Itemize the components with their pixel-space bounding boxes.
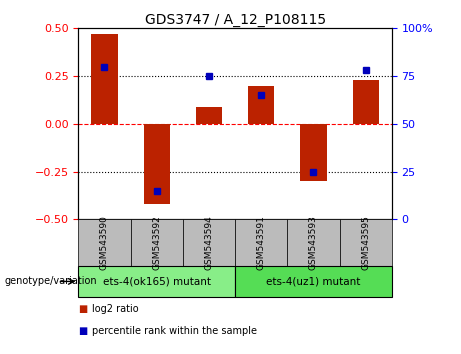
Text: log2 ratio: log2 ratio — [92, 304, 139, 314]
Text: ■: ■ — [78, 304, 88, 314]
Text: GSM543591: GSM543591 — [257, 215, 266, 270]
Text: genotype/variation: genotype/variation — [5, 276, 97, 286]
Text: GSM543593: GSM543593 — [309, 215, 318, 270]
Text: GSM543590: GSM543590 — [100, 215, 109, 270]
Bar — [91, 34, 118, 124]
Bar — [301, 124, 326, 181]
Text: ets-4(uz1) mutant: ets-4(uz1) mutant — [266, 276, 361, 286]
Bar — [248, 86, 274, 124]
Bar — [196, 107, 222, 124]
Text: GSM543595: GSM543595 — [361, 215, 370, 270]
Bar — [353, 80, 379, 124]
Text: GSM543592: GSM543592 — [152, 215, 161, 270]
Text: GSM543594: GSM543594 — [205, 215, 213, 270]
Bar — [144, 124, 170, 204]
Text: ■: ■ — [78, 326, 88, 336]
Title: GDS3747 / A_12_P108115: GDS3747 / A_12_P108115 — [145, 13, 325, 27]
Text: percentile rank within the sample: percentile rank within the sample — [92, 326, 257, 336]
Text: ets-4(ok165) mutant: ets-4(ok165) mutant — [103, 276, 211, 286]
